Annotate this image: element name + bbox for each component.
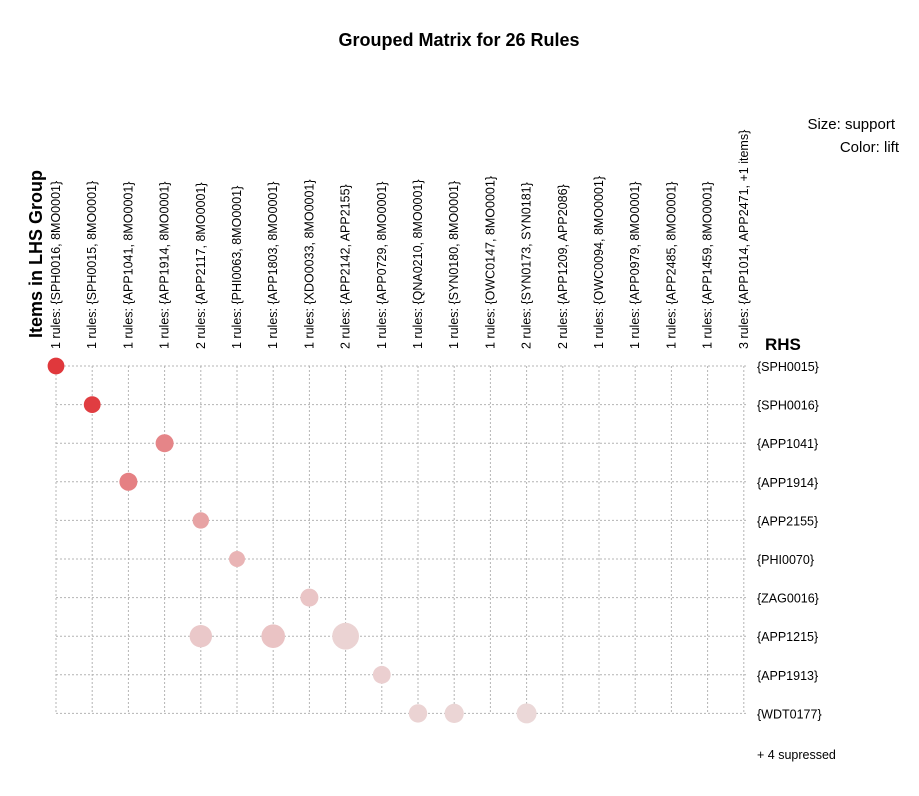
rule-point [261, 624, 286, 648]
lhs-group-label: 1 rules: {OWC0094, 8MO0001} [592, 176, 606, 349]
rhs-item-label: {APP1215} [757, 630, 818, 644]
lhs-group-label: 1 rules: {APP1803, 8MO0001} [266, 182, 280, 349]
rule-point [332, 622, 359, 650]
lhs-group-label: 1 rules: {OWC0147, 8MO0001} [483, 176, 497, 349]
lhs-group-label: 1 rules: {APP1459, 8MO0001} [701, 182, 715, 349]
rhs-item-label: {PHI0070} [757, 553, 814, 567]
lhs-group-label: 1 rules: {SYN0180, 8MO0001} [447, 181, 461, 349]
rhs-item-label: {ZAG0016} [757, 592, 819, 606]
rule-point [229, 551, 245, 567]
rhs-item-label: {APP2155} [757, 514, 818, 528]
legend-size-label: Size: support [807, 116, 895, 133]
legend-color-label: Color: lift [840, 139, 900, 156]
rule-point [372, 665, 391, 684]
lhs-axis-title: Items in LHS Group [26, 170, 46, 338]
lhs-group-label: 2 rules: {APP1209, APP2086} [556, 184, 570, 349]
lhs-group-label: 2 rules: {APP2117, 8MO0001} [194, 182, 208, 349]
rule-point [189, 625, 212, 648]
rhs-item-label: {APP1041} [757, 437, 818, 451]
suppressed-note: + 4 supressed [757, 748, 836, 762]
rule-point [300, 588, 319, 607]
lhs-group-label: 1 rules: {APP2485, 8MO0001} [664, 182, 678, 349]
lhs-group-label: 1 rules: {XDO0033, 8MO0001} [302, 179, 316, 349]
rhs-item-label: {SPH0015} [757, 360, 819, 374]
rule-point [119, 472, 138, 491]
lhs-group-label: 1 rules: {SPH0015, 8MO0001} [85, 181, 99, 349]
rule-point [408, 704, 428, 723]
lhs-group-label: 2 rules: {APP2142, APP2155} [339, 184, 353, 349]
rhs-item-label: {APP1914} [757, 476, 818, 490]
rule-points [47, 357, 537, 724]
rhs-item-label: {APP1913} [757, 669, 818, 683]
rule-point [155, 434, 174, 453]
lhs-group-label: 1 rules: {APP1914, 8MO0001} [158, 182, 172, 349]
lhs-group-label: 1 rules: {APP0979, 8MO0001} [628, 182, 642, 349]
lhs-group-label: 1 rules: {SPH0016, 8MO0001} [49, 181, 63, 349]
rule-point [516, 703, 537, 724]
lhs-group-label: 2 rules: {SYN0173, SYN0181} [520, 182, 534, 349]
lhs-group-label: 1 rules: {APP1041, 8MO0001} [121, 182, 135, 349]
rule-point [444, 703, 464, 724]
lhs-group-label: 1 rules: {QNA0210, 8MO0001} [411, 179, 425, 349]
lhs-group-labels: 1 rules: {SPH0016, 8MO0001} 1 rules: {SPH… [49, 130, 751, 349]
rhs-item-labels: {SPH0015} {SPH0016} {APP1041} {APP1914} {APP… [757, 360, 822, 721]
rule-point [192, 512, 209, 529]
lhs-group-label: 1 rules: {APP0729, 8MO0001} [375, 182, 389, 349]
rule-point [47, 357, 65, 375]
rhs-item-label: {WDT0177} [757, 707, 822, 721]
lhs-group-label: 1 rules: {PHI0063, 8MO0001} [230, 186, 244, 349]
grid-lines [55, 365, 748, 714]
rhs-axis-title: RHS [765, 335, 801, 354]
rhs-item-label: {SPH0016} [757, 399, 819, 413]
chart-title: Grouped Matrix for 26 Rules [338, 30, 579, 50]
lhs-group-label: 3 rules: {APP1014, APP2471, +1 items} [737, 130, 751, 349]
rule-point [83, 396, 101, 413]
